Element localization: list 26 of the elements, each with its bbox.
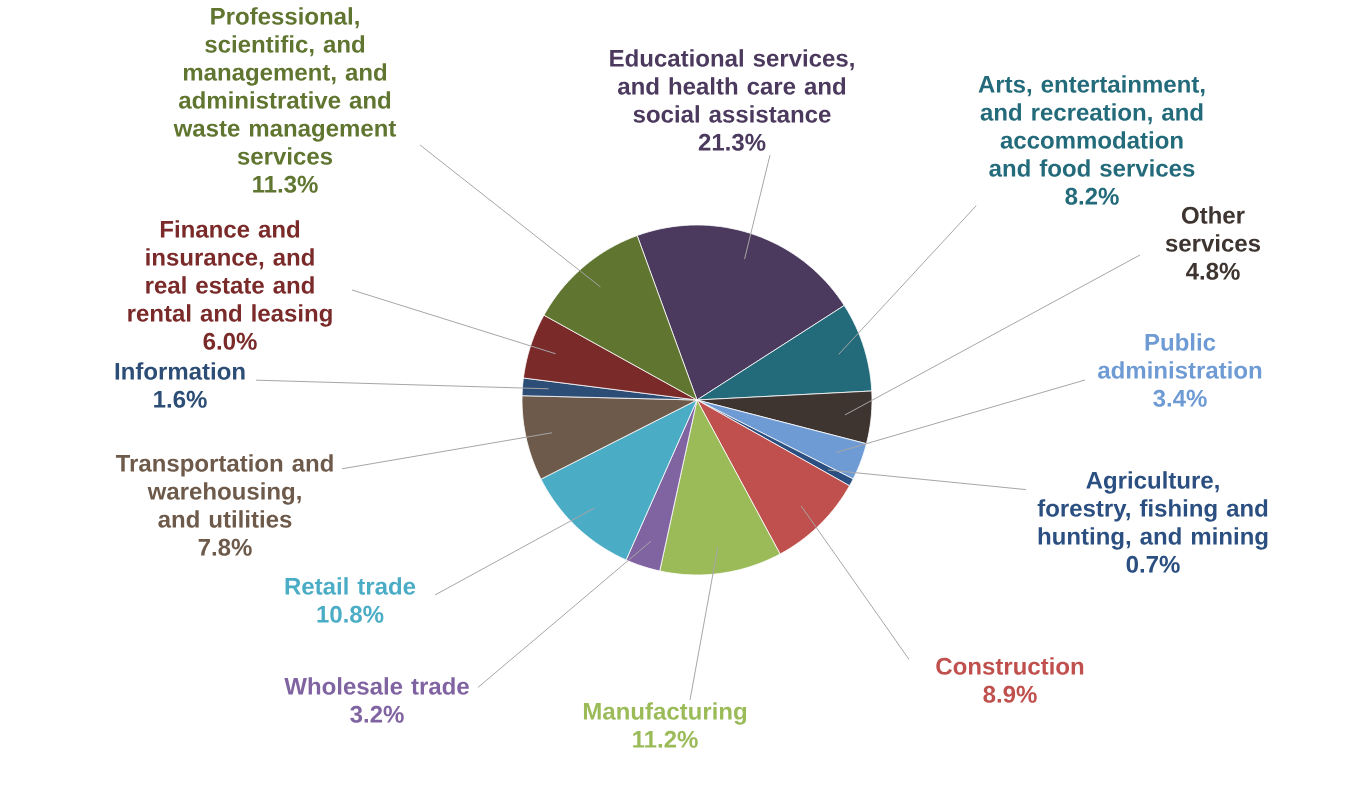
slice-label: Finance and insurance, and real estate and rental and leasing <box>128 220 332 327</box>
slice-label: Arts, entertainment, and recreation, and accommodation and food services <box>978 75 1205 177</box>
data-label: 4.8% <box>1186 262 1240 280</box>
data-label: 21.3% <box>698 133 766 151</box>
slice-label: Wholesale trade <box>284 677 469 695</box>
slice-label: Retail trade <box>285 577 416 595</box>
slice-label: Educational services, and health care and social assistance <box>610 49 854 123</box>
data-label: 1.6% <box>154 390 207 408</box>
slice-label: Professional, scientific, and management, and administrative and waste management services <box>173 7 397 165</box>
data-label: 3.2% <box>350 705 404 723</box>
data-label: 11.3% <box>253 175 318 193</box>
data-label: 6.0% <box>203 332 257 350</box>
data-label: 10.8% <box>317 605 384 623</box>
data-label: 3.4% <box>1153 389 1207 407</box>
slice-label: Construction <box>936 657 1084 675</box>
data-label: 0.7% <box>1126 555 1180 573</box>
slice-label: Manufacturing <box>583 702 747 725</box>
data-label: 11.2% <box>633 730 698 748</box>
slice-label: Agriculture, forestry, fishing and hunting, and mining <box>1037 471 1268 550</box>
data-label: 7.8% <box>198 538 252 556</box>
slice-label: Public administration <box>1098 333 1262 379</box>
data-label: 8.9% <box>983 685 1037 703</box>
slice-label: Transportation and warehousing, and utilities <box>115 454 333 528</box>
slice-label: Information <box>115 362 245 380</box>
data-label: 8.2% <box>1065 187 1119 205</box>
slice-label: Other services <box>1165 206 1261 252</box>
